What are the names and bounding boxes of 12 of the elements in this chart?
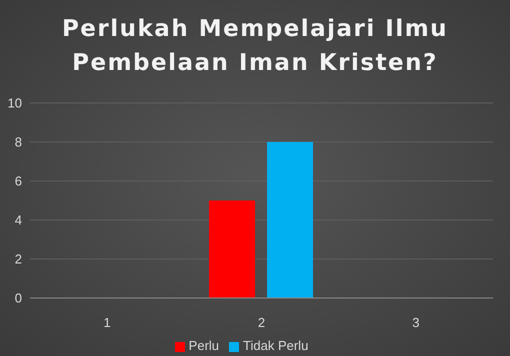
x-tick-label: 3 (412, 315, 420, 330)
legend-label: Perlu (188, 338, 220, 353)
y-tick-label: 6 (14, 174, 22, 189)
y-tick-label: 2 (14, 252, 22, 267)
y-tick-label: 4 (14, 212, 22, 228)
x-tick-label: 1 (104, 315, 111, 330)
y-tick-label: 10 (8, 96, 22, 111)
x-tick-label: 2 (258, 315, 266, 330)
y-tick-label: 0 (14, 290, 22, 306)
legend-label: Tidak Perlu (243, 338, 308, 353)
y-tick-label: 8 (14, 134, 22, 150)
chart-title: Perlukah Mempelajari Ilmu Pembelaan Iman Kristen? (60, 15, 450, 78)
